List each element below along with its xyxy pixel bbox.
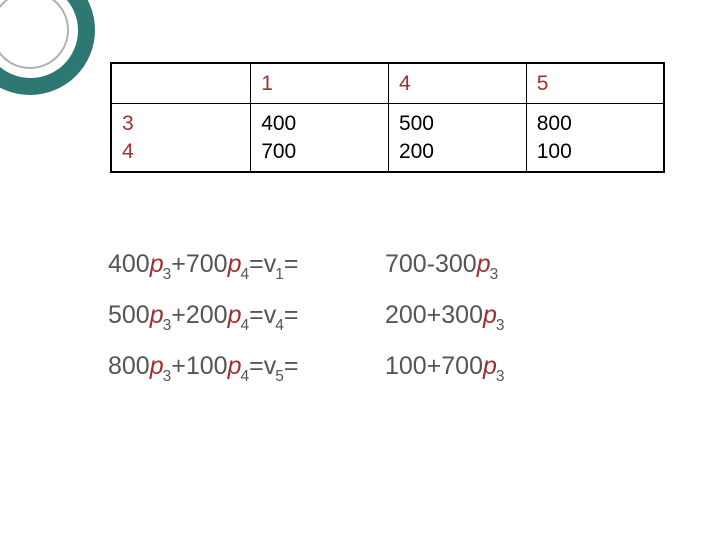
coef-d: 300 [441,301,483,329]
p-var: p [228,250,242,278]
v-sub: 5 [275,368,284,386]
coef-a: 800 [108,352,150,380]
coef-b: 200 [186,301,228,329]
table-cell: 500 200 [388,104,526,172]
data-table: 1 4 5 3 4 400 700 500 200 8 [110,62,665,173]
sub-4: 4 [240,317,249,335]
coef-b: 700 [186,250,228,278]
const-c: 100 [385,352,427,380]
equation-right: 200+300p3 [385,301,505,334]
data-table-container: 1 4 5 3 4 400 700 500 200 8 [110,62,665,173]
table-row: 3 4 400 700 500 200 800 100 [111,104,664,172]
const-c: 700 [385,250,427,278]
op: + [427,301,442,329]
cell-val: 700 [261,140,296,163]
p-var: p [150,352,164,380]
p-var: p [150,250,164,278]
cell-val: 400 [261,112,296,135]
sub-3: 3 [163,368,172,386]
row-header-line2: 4 [122,140,134,163]
p-var: p [483,301,497,329]
sub-3: 3 [490,266,499,284]
sub-4: 4 [240,368,249,386]
op: + [427,352,442,380]
const-c: 200 [385,301,427,329]
coef-a: 400 [108,250,150,278]
sub-3: 3 [496,368,505,386]
equation-left: 500p3+200p4=v4= [108,301,378,334]
table-header-4: 4 [388,63,526,104]
sub-3: 3 [496,317,505,335]
coef-d: 700 [441,352,483,380]
sub-3: 3 [163,266,172,284]
sub-3: 3 [163,317,172,335]
p-var: p [477,250,491,278]
equation-right: 100+700p3 [385,352,505,385]
equation-left: 400p3+700p4=v1= [108,250,378,283]
equation-row-2: 500p3+200p4=v4= 200+300p3 [108,301,505,334]
table-header-1: 1 [251,63,389,104]
op: - [427,250,435,278]
coef-b: 100 [186,352,228,380]
v-sub: 1 [275,266,284,284]
p-var: p [150,301,164,329]
equations-block: 400p3+700p4=v1= 700-300p3 500p3+200p4=v4… [108,250,505,403]
cell-val: 500 [399,112,434,135]
cell-val: 100 [537,140,572,163]
p-var: p [483,352,497,380]
cell-val: 200 [399,140,434,163]
equation-right: 700-300p3 [385,250,498,283]
coef-d: 300 [435,250,477,278]
table-cell: 400 700 [251,104,389,172]
equation-row-3: 800p3+100p4=v5= 100+700p3 [108,352,505,385]
cell-val: 800 [537,112,572,135]
p-var: p [228,301,242,329]
p-var: p [228,352,242,380]
coef-a: 500 [108,301,150,329]
table-header-row: 1 4 5 [111,63,664,104]
equation-row-1: 400p3+700p4=v1= 700-300p3 [108,250,505,283]
equation-left: 800p3+100p4=v5= [108,352,378,385]
table-cell: 800 100 [526,104,664,172]
corner-decoration [0,0,95,95]
table-header-5: 5 [526,63,664,104]
row-header-line1: 3 [122,112,134,135]
table-header-empty [111,63,251,104]
table-row-header: 3 4 [111,104,251,172]
v-sub: 4 [275,317,284,335]
sub-4: 4 [240,266,249,284]
